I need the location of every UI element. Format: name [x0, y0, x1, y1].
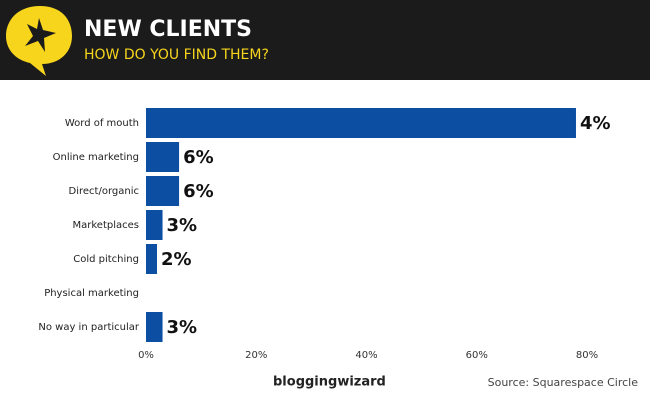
y-tick-label: No way in particular	[38, 322, 140, 333]
x-tick-label: 40%	[355, 350, 377, 361]
y-tick-label: Word of mouth	[65, 118, 139, 129]
bar	[146, 244, 158, 274]
value-label: 6%	[183, 181, 214, 202]
y-tick-label: Direct/organic	[69, 186, 139, 197]
logo-icon	[6, 6, 72, 76]
bar	[146, 142, 180, 172]
chart-subtitle: HOW DO YOU FIND THEM?	[84, 47, 269, 63]
y-tick-label: Cold pitching	[73, 254, 139, 265]
value-label: 6%	[183, 147, 214, 168]
x-tick-label: 60%	[466, 350, 488, 361]
header-band	[0, 0, 650, 80]
y-tick-label: Physical marketing	[44, 288, 139, 299]
brand: bloggingwizard	[273, 375, 386, 390]
bar	[146, 210, 163, 240]
source: Source: Squarespace Circle	[488, 376, 639, 389]
bar	[146, 312, 163, 342]
value-label: 3%	[167, 215, 198, 236]
x-tick-label: 20%	[245, 350, 267, 361]
chart-title: NEW CLIENTS	[84, 17, 252, 42]
x-tick-label: 80%	[576, 350, 598, 361]
bar	[146, 176, 180, 206]
value-label: 4%	[580, 113, 611, 134]
y-tick-label: Online marketing	[53, 152, 139, 163]
bar	[146, 108, 576, 138]
x-tick-label: 0%	[138, 350, 154, 361]
y-tick-label: Marketplaces	[73, 220, 140, 231]
value-label: 2%	[161, 249, 192, 270]
value-label: 3%	[167, 317, 198, 338]
